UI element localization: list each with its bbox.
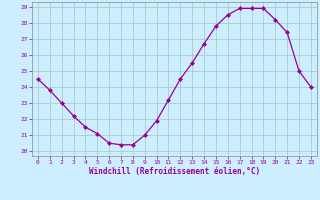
X-axis label: Windchill (Refroidissement éolien,°C): Windchill (Refroidissement éolien,°C) [89, 167, 260, 176]
